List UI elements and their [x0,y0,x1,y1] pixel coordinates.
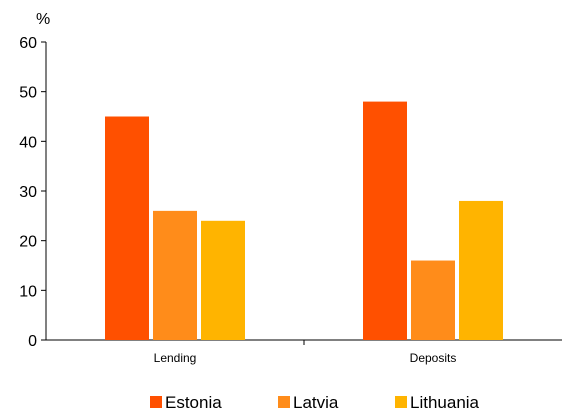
bar-latvia-deposits [411,260,455,340]
y-tick-label: 60 [19,35,37,52]
y-axis-unit-label: % [36,11,50,28]
legend-swatch-estonia [150,396,162,408]
legend-label-latvia: Latvia [293,393,339,412]
y-tick-label: 40 [19,134,37,151]
legend-swatch-latvia [278,396,290,408]
legend-label-estonia: Estonia [165,393,222,412]
x-axis: Lending Deposits [46,339,562,365]
y-tick-label: 50 [19,85,37,102]
bar-lithuania-deposits [459,200,503,340]
bar-estonia-deposits [363,101,407,340]
y-tick-label: 20 [19,234,37,251]
bar-lithuania-lending [201,220,245,340]
y-tick-label: 30 [19,184,37,201]
y-tick-label: 0 [28,333,37,350]
legend-swatch-lithuania [395,396,407,408]
y-tick-label: 10 [19,283,37,300]
legend-label-lithuania: Lithuania [410,393,480,412]
legend: Estonia Latvia Lithuania [150,393,480,412]
y-axis: 0 10 20 30 40 50 60 [19,35,47,350]
x-category-label: Lending [154,351,197,365]
bar-latvia-lending [153,210,197,340]
bar-estonia-lending [105,116,149,340]
x-category-label: Deposits [410,351,457,365]
bars-group [105,101,503,340]
